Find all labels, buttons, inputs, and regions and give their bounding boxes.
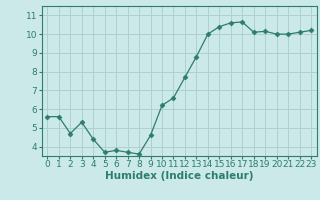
X-axis label: Humidex (Indice chaleur): Humidex (Indice chaleur) (105, 171, 253, 181)
